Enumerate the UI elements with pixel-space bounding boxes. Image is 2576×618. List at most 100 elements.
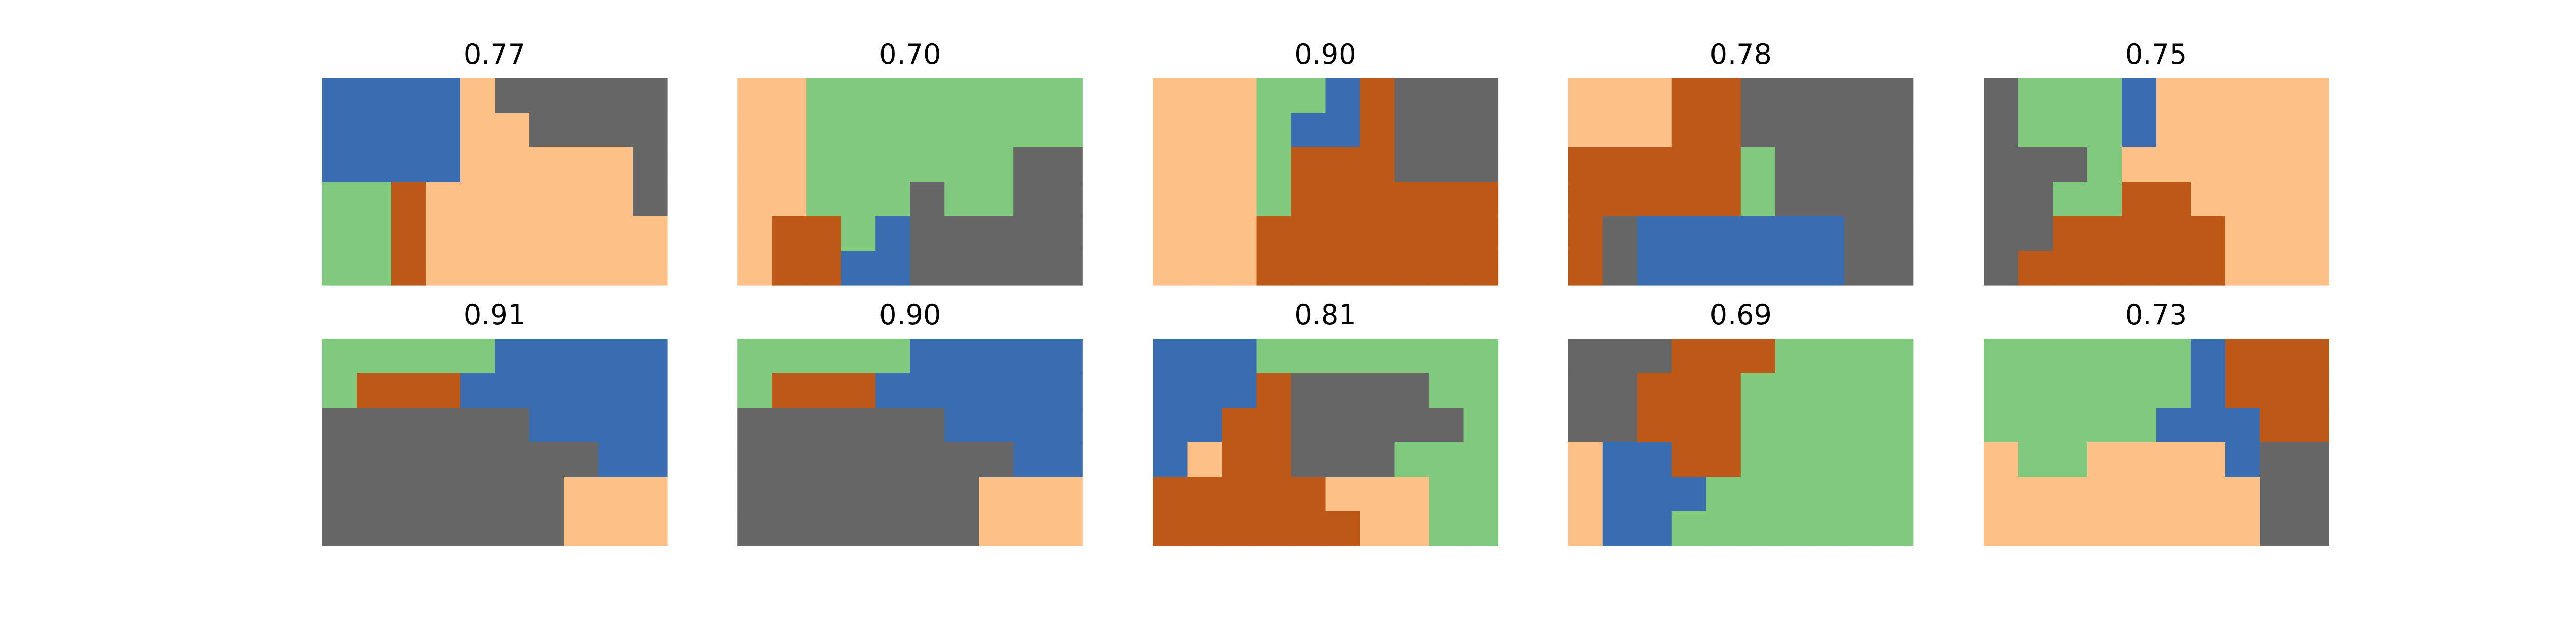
heatmap-cell: [1360, 147, 1395, 182]
heatmap-cell: [2191, 442, 2226, 477]
panel-title: 0.78: [1710, 38, 1772, 71]
heatmap-cell: [875, 477, 910, 512]
heatmap-cell: [2053, 147, 2088, 182]
heatmap-cell: [772, 251, 807, 286]
heatmap-cell: [1187, 147, 1223, 182]
heatmap-cell: [806, 78, 841, 113]
heatmap-cell: [564, 216, 599, 251]
heatmap-cell: [391, 511, 426, 546]
heatmap-cell: [2225, 147, 2260, 182]
heatmap-cell: [1463, 511, 1499, 546]
heatmap-cell: [2156, 251, 2191, 286]
heatmap-cell: [357, 408, 392, 443]
heatmap-cell: [841, 78, 876, 113]
heatmap-cell: [1394, 511, 1430, 546]
heatmap-cell: [495, 251, 530, 286]
heatmap-cell: [979, 442, 1014, 477]
heatmap-cell: [875, 339, 910, 374]
heatmap-cell: [1394, 339, 1430, 374]
heatmap-cell: [1325, 78, 1361, 113]
heatmap-cell: [737, 182, 772, 217]
heatmap-cell: [322, 477, 357, 512]
heatmap-cell: [357, 339, 392, 374]
heatmap-cell: [1256, 78, 1292, 113]
heatmap-cell: [772, 113, 807, 148]
heatmap-cell: [529, 477, 564, 512]
heatmap-panel: 0.70: [737, 38, 1083, 286]
heatmap-cell: [2294, 373, 2329, 408]
heatmap-cell: [1602, 477, 1638, 512]
heatmap-cell: [1984, 373, 2019, 408]
heatmap-cell: [1013, 477, 1048, 512]
heatmap-cell: [1602, 339, 1638, 374]
heatmap-cell: [391, 216, 426, 251]
heatmap-cell: [1568, 477, 1603, 512]
heatmap-cell: [564, 511, 599, 546]
heatmap-cell: [426, 442, 461, 477]
heatmap-cell: [2225, 339, 2260, 374]
heatmap-cell: [460, 339, 495, 374]
heatmap-cell: [1844, 477, 1879, 512]
heatmap-cell: [529, 339, 564, 374]
heatmap-panel: 0.75: [1984, 38, 2329, 286]
heatmap-cell: [2087, 251, 2122, 286]
heatmap-cell: [1878, 251, 1914, 286]
heatmap-cell: [737, 113, 772, 148]
heatmap-cell: [2260, 477, 2295, 512]
heatmap-cell: [1429, 147, 1464, 182]
heatmap-cell: [391, 182, 426, 217]
heatmap-cell: [2156, 477, 2191, 512]
heatmap-cell: [1775, 511, 1810, 546]
heatmap-cell: [1706, 339, 1741, 374]
heatmap-cell: [737, 216, 772, 251]
heatmap-cell: [426, 408, 461, 443]
heatmap-cell: [633, 182, 668, 217]
heatmap-cell: [633, 477, 668, 512]
heatmap-cell: [1637, 147, 1672, 182]
heatmap-cell: [772, 408, 807, 443]
heatmap-cell: [806, 477, 841, 512]
heatmap-cell: [1602, 182, 1638, 217]
panel-title: 0.90: [1294, 38, 1356, 71]
heatmap-cell: [460, 147, 495, 182]
heatmap-cell: [2053, 477, 2088, 512]
heatmap-cell: [1775, 216, 1810, 251]
heatmap-cell: [2018, 408, 2053, 443]
heatmap-cell: [2122, 216, 2157, 251]
heatmap-cell: [979, 251, 1014, 286]
heatmap-cell: [1706, 147, 1741, 182]
heatmap-cell: [841, 477, 876, 512]
heatmap-cell: [1429, 373, 1464, 408]
heatmap-cell: [1325, 339, 1361, 374]
heatmap-cell: [2087, 442, 2122, 477]
heatmap-cell: [322, 442, 357, 477]
heatmap-cell: [2260, 251, 2295, 286]
heatmap-cell: [1775, 477, 1810, 512]
heatmap-cell: [1602, 408, 1638, 443]
heatmap-cell: [322, 511, 357, 546]
heatmap-cell: [391, 339, 426, 374]
heatmap-cell: [2156, 442, 2191, 477]
heatmap-cell: [772, 442, 807, 477]
heatmap-cell: [2294, 251, 2329, 286]
heatmap-cell: [1222, 147, 1257, 182]
heatmap-cell: [910, 339, 945, 374]
heatmap-cell: [910, 442, 945, 477]
heatmap-cell: [1360, 477, 1395, 512]
heatmap-cell: [841, 147, 876, 182]
heatmap-cell: [1671, 78, 1707, 113]
heatmap-cell: [1222, 113, 1257, 148]
heatmap-cell: [2122, 147, 2157, 182]
heatmap-cell: [391, 477, 426, 512]
heatmap-cell: [1740, 511, 1776, 546]
heatmap-cell: [1602, 113, 1638, 148]
heatmap-cell: [1153, 442, 1188, 477]
heatmap-cell: [1463, 339, 1499, 374]
heatmap-cell: [564, 442, 599, 477]
heatmap-cell: [1325, 511, 1361, 546]
heatmap-cell: [1775, 251, 1810, 286]
heatmap-cell: [2191, 182, 2226, 217]
heatmap-cell: [1187, 182, 1223, 217]
heatmap-cell: [460, 78, 495, 113]
heatmap-cell: [1878, 78, 1914, 113]
